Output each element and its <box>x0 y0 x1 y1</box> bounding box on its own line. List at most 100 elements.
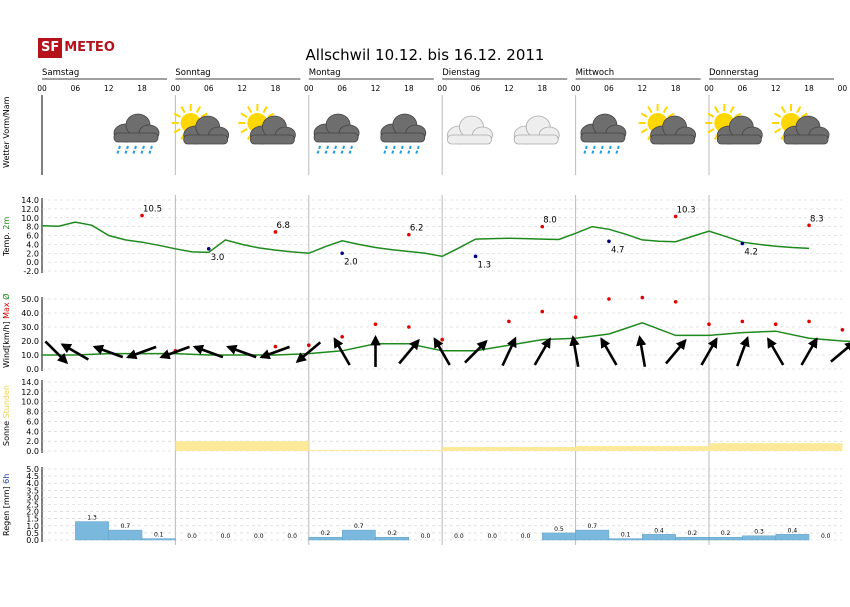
cloud-light-icon <box>447 115 493 145</box>
rain-drop <box>398 145 404 156</box>
sun-ray <box>707 128 715 134</box>
sun-ray <box>780 106 786 114</box>
wind-arrow <box>60 343 89 361</box>
hour-label: 18 <box>271 84 281 93</box>
temp-max-point <box>407 232 411 237</box>
wind-arrow <box>433 337 451 366</box>
weather-panel-label: Wetter Vorm/Nam <box>2 96 11 168</box>
wind-arrow <box>333 337 351 366</box>
precipitation-panel-label: Regen [mm] 6h <box>2 474 11 536</box>
sun-ray <box>734 112 742 118</box>
sun-tick-label: 4.0 <box>26 427 39 436</box>
wind-arrow <box>159 345 190 360</box>
temp-min-point <box>340 251 344 256</box>
sun-ray <box>729 106 735 114</box>
temp-tick-label: 8.0 <box>26 223 39 232</box>
hour-label: 06 <box>604 84 614 93</box>
temp-max-point <box>540 224 545 229</box>
hour-label: 12 <box>237 84 247 93</box>
hour-label: 18 <box>137 84 147 93</box>
hour-label: 00 <box>171 84 181 93</box>
sun-ray <box>774 128 782 134</box>
rain-bar <box>341 529 376 541</box>
temp-tick-label: -2.0 <box>23 267 39 276</box>
day-label: Donnerstag <box>709 68 759 78</box>
sun-ray <box>640 128 648 134</box>
wind-arrow <box>92 344 124 359</box>
wind-max-point <box>407 325 411 329</box>
rain-drop <box>332 145 338 156</box>
sunshine-bar <box>308 450 443 452</box>
sun-ray <box>267 112 275 118</box>
cloud-rain-icon <box>580 113 627 156</box>
rain-bar <box>642 534 676 541</box>
rain-value-label: 0.7 <box>121 523 131 530</box>
hour-label: 06 <box>71 84 81 93</box>
rain-tick-label: 0.0 <box>26 536 39 545</box>
cloud-base <box>313 132 359 143</box>
wind-arrow <box>398 338 420 365</box>
cloud-base <box>113 132 159 143</box>
cloud-base <box>513 134 559 145</box>
rain-value-label: 0.0 <box>821 533 831 540</box>
rain-tick-label: 0.5 <box>26 529 39 538</box>
day-label: Dienstag <box>442 68 480 78</box>
sun-ray <box>195 106 202 114</box>
day-label: Sonntag <box>175 68 210 78</box>
rain-bar <box>141 538 176 541</box>
wind-tick-label: 10.0 <box>21 351 39 360</box>
temp-min-point <box>206 247 211 251</box>
wind-arrow <box>636 335 647 367</box>
temp-min-label: 4.7 <box>611 245 625 255</box>
rain-value-label: 0.2 <box>721 530 731 537</box>
wind-arrow <box>569 335 580 367</box>
temp-min-label: 4.2 <box>744 247 758 257</box>
temp-max-point <box>673 214 678 219</box>
sun-ray <box>173 112 181 118</box>
rain-bar <box>375 536 410 541</box>
hour-label: 06 <box>204 84 214 93</box>
sun-ray <box>774 112 782 118</box>
wind-arrow <box>735 335 750 367</box>
weather-panel <box>113 104 830 156</box>
cloud-base <box>380 132 426 143</box>
temp-tick-label: 0.0 <box>26 258 39 267</box>
temperature-panel-label: Temp. 2m <box>2 217 11 257</box>
temp-tick-label: 14.0 <box>21 196 39 205</box>
wind-max-point <box>507 319 511 324</box>
wind-arrow <box>226 344 257 359</box>
rain-value-label: 0.7 <box>354 523 364 530</box>
rain-drop <box>140 145 145 156</box>
hour-label: 12 <box>104 84 114 93</box>
cloud-base <box>783 134 829 145</box>
hour-label: 00 <box>304 84 314 93</box>
rain-tick-label: 4.5 <box>26 472 39 481</box>
temp-tick-label: 6.0 <box>26 232 39 241</box>
sun-cloud-icon <box>638 104 696 145</box>
sun-ray <box>796 106 802 114</box>
hour-label: 06 <box>471 84 481 93</box>
wind-max-point <box>307 343 311 348</box>
wind-max-point <box>540 309 545 314</box>
sun-tick-label: 0.0 <box>26 447 39 456</box>
temp-min-label: 1.3 <box>478 260 492 270</box>
wind-arrow <box>665 338 687 365</box>
sun-ray <box>247 106 253 114</box>
rain-drop <box>414 145 420 156</box>
hour-label: 06 <box>738 84 748 93</box>
temp-max-label: 8.0 <box>543 216 557 226</box>
wind-arrow <box>295 341 322 363</box>
rain-drop <box>324 145 330 156</box>
rain-drop <box>614 145 620 156</box>
rain-drop <box>606 145 612 156</box>
rain-value-label: 0.3 <box>754 529 764 536</box>
cloud-base <box>716 134 762 145</box>
rain-drop <box>124 145 129 156</box>
rain-value-label: 0.0 <box>254 533 264 540</box>
wind-tick-label: 20.0 <box>21 337 39 346</box>
rain-drop <box>132 145 137 156</box>
sun-ray <box>240 128 248 134</box>
wind-arrow <box>800 337 818 366</box>
wind-tick-label: 0.0 <box>26 365 39 374</box>
